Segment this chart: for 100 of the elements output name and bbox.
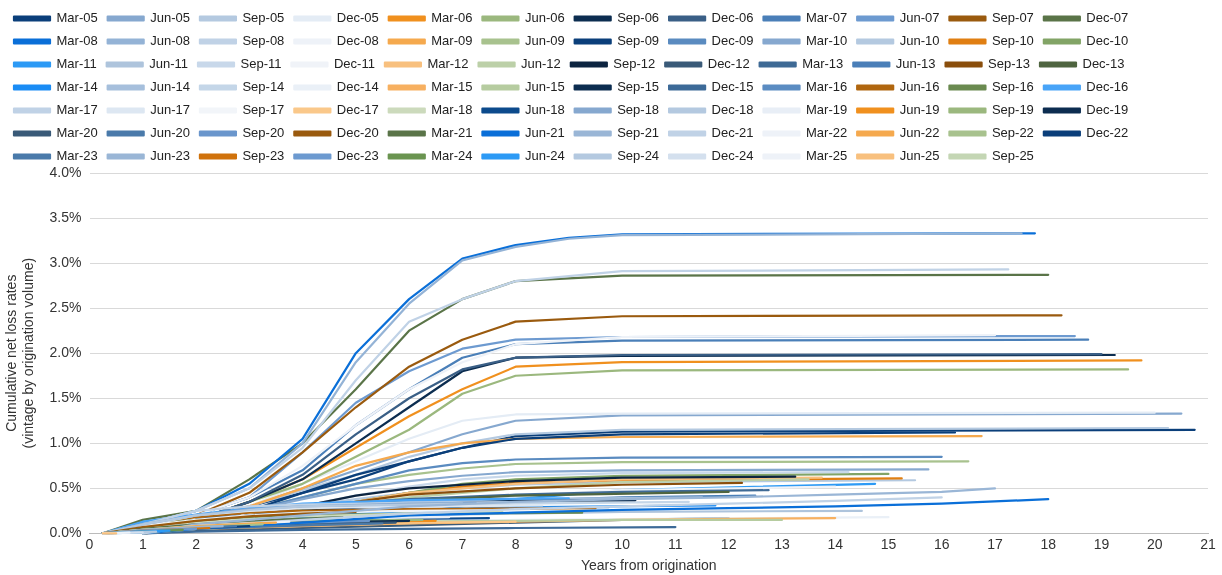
legend-label: Mar-16 (806, 79, 848, 95)
legend-label: Jun-10 (899, 33, 940, 49)
x-tick-label: 5 (351, 535, 360, 552)
x-tick-label: 13 (774, 535, 790, 552)
legend-label: Jun-25 (899, 148, 940, 164)
legend-label: Mar-11 (56, 56, 97, 72)
legend-label: Sep-13 (988, 56, 1030, 72)
x-tick-label: 21 (1200, 535, 1216, 552)
legend-label: Jun-11 (149, 56, 189, 72)
legend-label: Sep-05 (242, 10, 285, 26)
legend-label: Jun-05 (150, 10, 190, 26)
legend-label: Sep-15 (617, 79, 660, 95)
legend-label: Sep-16 (991, 79, 1034, 95)
legend-label: Jun-14 (150, 79, 190, 95)
legend-label: Sep-19 (991, 102, 1034, 118)
y-tick-label: 3.0% (49, 253, 82, 270)
x-axis-title: Years from origination (580, 557, 717, 574)
legend-label: Dec-15 (711, 79, 754, 95)
legend-label: Sep-09 (617, 33, 660, 49)
legend-label: Jun-20 (150, 125, 190, 141)
legend-label: Dec-05 (336, 10, 379, 26)
legend-label: Dec-14 (336, 79, 379, 95)
legend-label: Sep-08 (242, 33, 285, 49)
legend-label: Mar-06 (431, 10, 473, 26)
legend-label: Dec-21 (711, 125, 754, 141)
legend-label: Jun-09 (524, 33, 565, 49)
legend-label: Mar-25 (806, 148, 848, 164)
x-tick-label: 18 (1040, 535, 1057, 552)
x-tick-label: 11 (668, 535, 683, 552)
legend-label: Dec-20 (336, 125, 379, 141)
x-tick-label: 2 (192, 535, 201, 552)
legend-label: Dec-22 (1086, 125, 1129, 141)
legend-label: Mar-13 (802, 56, 844, 72)
x-tick-label: 19 (1093, 535, 1110, 552)
legend-label: Mar-23 (56, 148, 98, 164)
legend-label: Mar-14 (56, 79, 98, 95)
x-tick-label: 15 (880, 535, 897, 552)
y-tick-label: 0.0% (49, 524, 82, 541)
legend-label: Dec-17 (336, 102, 379, 118)
legend-label: Sep-21 (617, 125, 660, 141)
legend-label: Mar-17 (56, 102, 98, 118)
x-tick-label: 17 (987, 535, 1003, 552)
legend-label: Jun-24 (524, 148, 565, 164)
legend-label: Sep-24 (617, 148, 660, 164)
legend-label: Dec-23 (336, 148, 379, 164)
legend-label: Jun-17 (150, 102, 190, 118)
legend-label: Dec-18 (711, 102, 754, 118)
y-tick-label: 2.5% (49, 299, 82, 316)
legend-label: Jun-16 (899, 79, 940, 95)
x-tick-label: 6 (405, 535, 414, 552)
legend-label: Mar-05 (56, 10, 98, 26)
y-tick-label: 0.5% (49, 479, 82, 496)
legend-label: Mar-07 (806, 10, 848, 26)
legend-label: Mar-20 (56, 125, 98, 141)
legend-label: Mar-10 (806, 33, 848, 49)
x-tick-label: 9 (564, 535, 573, 552)
y-axis-title: Cumulative net loss rates (vintage by origination volume) (3, 257, 37, 449)
legend-label: Sep-07 (991, 10, 1034, 26)
x-tick-label: 7 (458, 535, 467, 552)
legend-label: Sep-18 (617, 102, 660, 118)
legend-label: Sep-11 (240, 56, 282, 72)
x-tick-label: 12 (720, 535, 737, 552)
legend-label: Jun-12 (521, 56, 561, 72)
legend-label: Dec-13 (1082, 56, 1125, 72)
y-tick-label: 2.0% (49, 344, 82, 361)
x-tick-label: 3 (245, 535, 254, 552)
legend-label: Dec-07 (1086, 10, 1129, 26)
legend-label: Sep-25 (991, 148, 1034, 164)
legend-label: Mar-12 (427, 56, 469, 72)
y-tick-label: 1.0% (49, 434, 82, 451)
legend-label: Jun-18 (524, 102, 565, 118)
legend-label: Mar-19 (806, 102, 848, 118)
x-tick-label: 4 (298, 535, 307, 552)
legend-label: Jun-08 (150, 33, 190, 49)
legend-label: Jun-21 (524, 125, 565, 141)
legend-label: Sep-12 (613, 56, 656, 72)
y-tick-label: 1.5% (49, 389, 82, 406)
legend-label: Sep-22 (991, 125, 1034, 141)
legend-label: Dec-19 (1086, 102, 1129, 118)
legend-label: Dec-08 (336, 33, 379, 49)
legend-label: Jun-19 (899, 102, 940, 118)
legend-label: Dec-24 (711, 148, 754, 164)
legend-label: Jun-07 (899, 10, 940, 26)
legend-label: Dec-10 (1086, 33, 1129, 49)
legend-label: Sep-10 (991, 33, 1034, 49)
legend-label: Sep-20 (242, 125, 285, 141)
legend-label: Mar-18 (431, 102, 473, 118)
x-tick-label: 14 (827, 535, 844, 552)
legend-label: Jun-15 (524, 79, 565, 95)
legend-label: Jun-13 (895, 56, 936, 72)
legend-label: Jun-22 (899, 125, 940, 141)
legend-label: Dec-11 (333, 56, 375, 72)
x-tick-label: 16 (933, 535, 950, 552)
legend-label: Sep-23 (242, 148, 285, 164)
legend-label: Mar-09 (431, 33, 473, 49)
y-tick-label: 3.5% (49, 208, 82, 225)
y-tick-label: 4.0% (49, 163, 82, 180)
legend-label: Jun-06 (524, 10, 565, 26)
legend-label: Dec-12 (707, 56, 750, 72)
legend-label: Mar-21 (431, 125, 473, 141)
